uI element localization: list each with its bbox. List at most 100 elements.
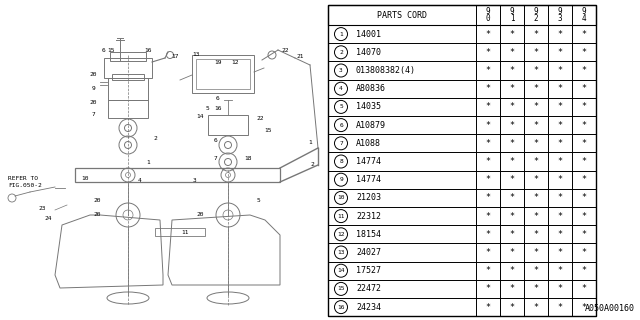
Text: *: * — [509, 230, 515, 239]
Text: 14774: 14774 — [356, 157, 381, 166]
Text: 18154: 18154 — [356, 230, 381, 239]
Text: 5: 5 — [339, 104, 343, 109]
Bar — [328, 116, 596, 134]
Text: *: * — [582, 303, 586, 312]
Text: 22472: 22472 — [356, 284, 381, 293]
Text: *: * — [534, 266, 538, 275]
Text: 2: 2 — [153, 135, 157, 140]
Text: *: * — [509, 48, 515, 57]
Text: *: * — [486, 139, 490, 148]
Text: *: * — [582, 212, 586, 220]
Text: *: * — [557, 248, 563, 257]
Text: 7: 7 — [91, 113, 95, 117]
Text: *: * — [486, 48, 490, 57]
Text: *: * — [557, 193, 563, 202]
Text: *: * — [486, 212, 490, 220]
Text: *: * — [534, 121, 538, 130]
Text: 4: 4 — [138, 178, 142, 182]
Text: 22: 22 — [281, 47, 289, 52]
Bar — [328, 244, 596, 261]
Text: 3: 3 — [193, 178, 197, 182]
Text: *: * — [582, 102, 586, 111]
Bar — [328, 207, 596, 225]
Text: *: * — [557, 30, 563, 39]
Text: *: * — [509, 157, 515, 166]
Bar — [328, 5, 596, 316]
Text: *: * — [509, 102, 515, 111]
Text: *: * — [509, 248, 515, 257]
Text: *: * — [534, 175, 538, 184]
Text: 15: 15 — [264, 127, 272, 132]
Bar — [328, 43, 596, 61]
Text: 20: 20 — [93, 212, 100, 218]
Bar — [328, 171, 596, 189]
Text: *: * — [509, 121, 515, 130]
Text: 21: 21 — [296, 53, 304, 59]
Text: *: * — [509, 212, 515, 220]
Text: *: * — [582, 230, 586, 239]
Bar — [328, 134, 596, 152]
Text: 013808382(4): 013808382(4) — [356, 66, 416, 75]
Text: *: * — [509, 175, 515, 184]
Text: *: * — [557, 266, 563, 275]
Text: *: * — [486, 102, 490, 111]
Text: *: * — [582, 157, 586, 166]
Text: *: * — [509, 193, 515, 202]
Text: 20: 20 — [89, 71, 97, 76]
Text: 7: 7 — [213, 156, 217, 161]
Text: *: * — [509, 266, 515, 275]
Text: 20: 20 — [89, 100, 97, 105]
Text: 9: 9 — [91, 85, 95, 91]
Text: *: * — [486, 157, 490, 166]
Text: 24: 24 — [44, 215, 52, 220]
Text: A80836: A80836 — [356, 84, 386, 93]
Text: *: * — [534, 230, 538, 239]
Text: 10: 10 — [337, 196, 345, 200]
Bar — [328, 25, 596, 43]
Text: *: * — [534, 248, 538, 257]
Text: 18: 18 — [244, 156, 252, 161]
Text: 22312: 22312 — [356, 212, 381, 220]
Text: 24027: 24027 — [356, 248, 381, 257]
Text: 20: 20 — [196, 212, 204, 218]
Text: *: * — [486, 303, 490, 312]
Text: *: * — [509, 303, 515, 312]
Text: 7: 7 — [339, 141, 343, 146]
Text: 14001: 14001 — [356, 30, 381, 39]
Text: *: * — [509, 84, 515, 93]
Text: REFER TO
FIG.050-2: REFER TO FIG.050-2 — [8, 176, 42, 188]
Text: *: * — [486, 30, 490, 39]
Text: *: * — [534, 102, 538, 111]
Text: 12: 12 — [231, 60, 239, 65]
Text: *: * — [557, 230, 563, 239]
Text: 2: 2 — [339, 50, 343, 55]
Text: 13: 13 — [192, 52, 200, 57]
Text: *: * — [486, 175, 490, 184]
Text: *: * — [582, 193, 586, 202]
Text: *: * — [582, 284, 586, 293]
Text: 15: 15 — [108, 47, 115, 52]
Text: *: * — [486, 284, 490, 293]
Bar — [328, 262, 596, 280]
Text: *: * — [557, 48, 563, 57]
Text: 9
1: 9 1 — [509, 6, 515, 23]
Text: *: * — [486, 230, 490, 239]
Bar — [328, 280, 596, 298]
Text: A1088: A1088 — [356, 139, 381, 148]
Text: 2: 2 — [310, 163, 314, 167]
Text: *: * — [557, 157, 563, 166]
Text: 11: 11 — [181, 229, 189, 235]
Text: *: * — [486, 193, 490, 202]
Text: *: * — [486, 121, 490, 130]
Text: 20: 20 — [93, 197, 100, 203]
Text: 22: 22 — [256, 116, 264, 121]
Text: A050A00160: A050A00160 — [585, 304, 635, 313]
Text: *: * — [509, 284, 515, 293]
Text: *: * — [557, 212, 563, 220]
Text: 14774: 14774 — [356, 175, 381, 184]
Text: 9
0: 9 0 — [486, 6, 490, 23]
Text: *: * — [557, 175, 563, 184]
Text: 6: 6 — [216, 95, 220, 100]
Text: *: * — [582, 66, 586, 75]
Bar — [110, 52, 146, 61]
